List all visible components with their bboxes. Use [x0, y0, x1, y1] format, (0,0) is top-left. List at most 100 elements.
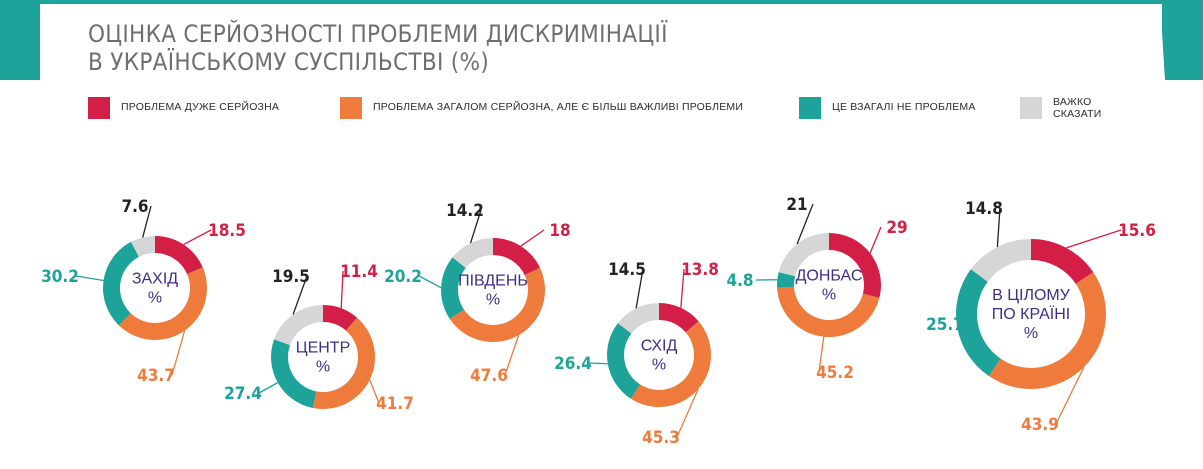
slice-very-serious — [155, 236, 203, 275]
slice-not-a-problem — [271, 339, 317, 409]
value-label-very-serious: 15.6 — [1118, 221, 1156, 241]
value-label-generally-serious: 41.7 — [376, 394, 414, 414]
leader-line-generally-serious — [504, 335, 520, 376]
leader-line-generally-serious — [369, 379, 380, 404]
value-label-very-serious: 13.8 — [681, 260, 719, 280]
leader-line-not-a-problem — [75, 275, 104, 282]
leader-line-very-serious — [183, 229, 212, 246]
legend-label: ПРОБЛЕМА ЗАГАЛОМ СЕРЙОЗНА, АЛЕ Є БІЛЬШ В… — [373, 101, 744, 113]
value-label-not-a-problem: 26.4 — [554, 354, 592, 374]
donut-3: 18 47.6 20.2 14.2 ПІВДЕНЬ% — [384, 201, 571, 386]
leader-line-very-serious — [869, 226, 882, 254]
center-unit: % — [1024, 325, 1038, 342]
leader-line-hard-to-say — [996, 207, 1001, 248]
leader-line-generally-serious — [818, 336, 825, 373]
donut-5: 29 45.2 4.8 21 ДОНБАС% — [726, 195, 907, 383]
banner-white-panel — [40, 4, 1162, 84]
slice-very-serious — [829, 232, 882, 298]
leader-line-very-serious — [520, 229, 545, 247]
leader-line-generally-serious — [1055, 366, 1085, 425]
center-unit: % — [486, 292, 500, 309]
slice-hard-to-say — [452, 238, 493, 269]
chart-title: ОЦІНКА СЕРЙОЗНОСТІ ПРОБЛЕМИ ДИСКРИМІНАЦІ… — [88, 20, 668, 76]
slice-very-serious — [323, 305, 358, 331]
slice-generally-serious — [449, 267, 546, 343]
value-label-generally-serious: 43.9 — [1021, 415, 1059, 435]
legend-label: ЦЕ ВЗАГАЛІ НЕ ПРОБЛЕМА — [832, 101, 976, 113]
value-label-generally-serious: 45.2 — [816, 363, 854, 383]
donut-2: 11.4 41.7 27.4 19.5 ЦЕНТР% — [224, 262, 414, 414]
center-region-name: ЗАХІД — [132, 271, 178, 288]
leader-line-hard-to-say — [635, 268, 644, 309]
value-label-very-serious: 18 — [549, 221, 570, 241]
center-region-name: ДОНБАС — [796, 268, 863, 285]
center-unit: % — [316, 359, 330, 376]
leader-line-very-serious — [680, 268, 685, 308]
value-label-very-serious: 11.4 — [340, 262, 378, 282]
title-line-2: В УКРАЇНСЬКОМУ СУСПІЛЬСТВІ (%) — [88, 48, 490, 76]
leader-line-hard-to-say — [292, 275, 308, 315]
value-label-hard-to-say: 7.6 — [121, 197, 148, 217]
center-unit: % — [822, 287, 836, 304]
leader-line-not-a-problem — [418, 275, 442, 289]
slice-generally-serious — [777, 286, 880, 338]
title-line-1: ОЦІНКА СЕРЙОЗНОСТІ ПРОБЛЕМИ ДИСКРИМІНАЦІ… — [88, 20, 668, 48]
center-unit: % — [148, 290, 162, 307]
leader-line-very-serious — [340, 270, 344, 309]
value-label-generally-serious: 45.3 — [642, 428, 680, 448]
slice-not-a-problem — [606, 323, 641, 399]
slice-hard-to-say — [274, 305, 323, 346]
value-label-generally-serious: 47.6 — [470, 366, 508, 386]
slice-generally-serious — [312, 317, 375, 409]
center-region-name: ПІВДЕНЬ — [458, 273, 528, 290]
slice-hard-to-say — [778, 233, 829, 277]
legend-swatch-orange — [340, 97, 362, 119]
value-label-very-serious: 29 — [886, 218, 907, 238]
value-label-not-a-problem: 30.2 — [41, 267, 79, 287]
header-banner — [0, 0, 1203, 84]
value-label-hard-to-say: 14.2 — [446, 201, 484, 221]
center-region-name: ЦЕНТР — [296, 340, 351, 357]
legend-label: ПРОБЛЕМА ДУЖЕ СЕРЙОЗНА — [121, 101, 280, 113]
banner-right-wedge — [1160, 0, 1203, 80]
value-label-hard-to-say: 19.5 — [272, 267, 310, 287]
leader-line-not-a-problem — [956, 323, 962, 327]
legend-swatch-red — [88, 97, 110, 119]
value-label-hard-to-say: 14.5 — [608, 260, 646, 280]
legend-swatch-teal — [799, 97, 821, 119]
value-label-hard-to-say: 21 — [786, 195, 807, 215]
slice-generally-serious — [630, 321, 712, 408]
value-label-not-a-problem: 4.8 — [726, 271, 753, 291]
donut-4: 13.8 45.3 26.4 14.5 СХІД% — [554, 260, 719, 448]
value-label-hard-to-say: 14.8 — [965, 199, 1003, 219]
slice-generally-serious — [988, 272, 1106, 389]
center-region-name: ПО КРАЇНІ — [992, 305, 1070, 323]
slice-hard-to-say — [617, 303, 659, 334]
value-label-not-a-problem: 20.2 — [384, 267, 422, 287]
leader-line-hard-to-say — [469, 209, 482, 244]
legend-label: ВАЖКО СКАЗАТИ — [1053, 96, 1101, 120]
slice-generally-serious — [118, 267, 207, 340]
leader-line-not-a-problem — [258, 382, 279, 394]
leader-line-hard-to-say — [796, 203, 814, 245]
center-region-name: СХІД — [641, 338, 678, 355]
leader-line-very-serious — [1066, 229, 1122, 249]
slice-very-serious — [493, 238, 541, 276]
center-unit: % — [652, 357, 666, 374]
leader-line-generally-serious — [676, 389, 699, 438]
legend-label-line-2: СКАЗАТИ — [1053, 108, 1102, 120]
slice-not-a-problem — [103, 241, 139, 326]
legend-swatch-grey — [1020, 97, 1042, 119]
slice-not-a-problem — [441, 257, 466, 319]
donut-1: 18.5 43.7 30.2 7.6 ЗАХІД% — [41, 197, 246, 386]
legend-label-line-1: ВАЖКО — [1053, 96, 1092, 108]
value-label-very-serious: 18.5 — [208, 221, 246, 241]
slice-hard-to-say — [131, 236, 155, 257]
leader-line-generally-serious — [171, 330, 186, 376]
slice-very-serious — [1031, 239, 1094, 284]
leader-line-hard-to-say — [142, 205, 152, 238]
slice-not-a-problem — [777, 272, 796, 288]
